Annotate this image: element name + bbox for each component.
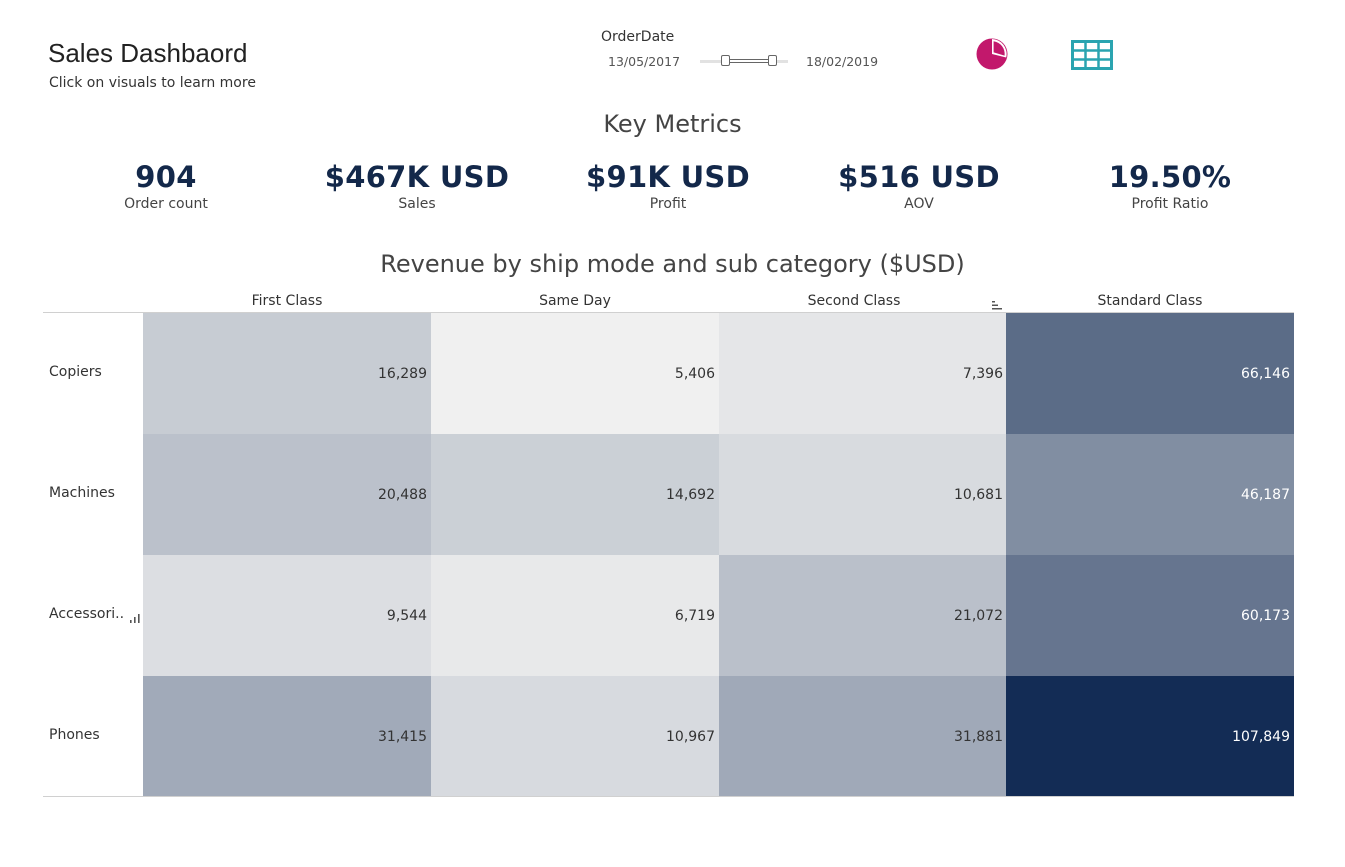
table-icon (1071, 40, 1113, 70)
order-date-end-handle[interactable] (768, 55, 777, 66)
key-metrics-title: Key Metrics (603, 110, 742, 138)
column-header-standard-class[interactable]: Standard Class (1097, 293, 1203, 309)
dashboard-subtitle: Click on visuals to learn more (49, 75, 256, 91)
metric-value: $516 USD (838, 160, 1000, 194)
order-date-label: OrderDate (601, 29, 675, 45)
row-label-copiers[interactable]: Copiers (49, 364, 102, 380)
metric-value: $91K USD (585, 160, 750, 194)
dashboard-title: Sales Dashbaord (48, 38, 248, 68)
column-header-second-class[interactable]: Second Class (807, 293, 901, 309)
heatmap-cell[interactable]: 14,692 (431, 434, 719, 555)
order-date-slider-range[interactable] (726, 59, 772, 63)
pie-chart-icon (976, 38, 1008, 70)
heatmap-cell[interactable]: 10,681 (719, 434, 1007, 555)
metric-order-count[interactable]: 904 Order count (41, 160, 291, 212)
metric-aov[interactable]: $516 USD AOV (794, 160, 1044, 212)
row-label-accessories[interactable]: Accessori.. (49, 606, 125, 622)
metric-label: Order count (124, 196, 208, 212)
metric-value: 904 (135, 160, 197, 194)
heatmap-cell[interactable]: 66,146 (1006, 313, 1294, 434)
heatmap-cell[interactable]: 31,881 (719, 676, 1007, 797)
row-label-machines[interactable]: Machines (49, 485, 115, 501)
order-date-end: 18/02/2019 (806, 54, 879, 69)
heatmap-cell[interactable]: 5,406 (431, 313, 719, 434)
heatmap-cell[interactable]: 21,072 (719, 555, 1007, 676)
header-divider (43, 312, 1294, 313)
sort-icon[interactable] (991, 296, 1003, 310)
heatmap-cell[interactable]: 107,849 (1006, 676, 1294, 797)
heatmap-title: Revenue by ship mode and sub category ($… (380, 250, 965, 278)
table-bottom-border (43, 796, 1294, 797)
pie-chart-view-button[interactable] (975, 37, 1009, 71)
heatmap-cell[interactable]: 20,488 (143, 434, 431, 555)
heatmap-cell[interactable]: 60,173 (1006, 555, 1294, 676)
metric-value: $467K USD (324, 160, 510, 194)
metric-label: Sales (398, 196, 436, 212)
order-date-start-handle[interactable] (721, 55, 730, 66)
heatmap-cell[interactable]: 46,187 (1006, 434, 1294, 555)
order-date-start: 13/05/2017 (608, 54, 681, 69)
column-header-same-day[interactable]: Same Day (539, 293, 611, 309)
heatmap-cell[interactable]: 31,415 (143, 676, 431, 797)
heatmap-cell[interactable]: 6,719 (431, 555, 719, 676)
metric-label: AOV (904, 196, 934, 212)
heatmap-cell[interactable]: 9,544 (143, 555, 431, 676)
column-header-first-class[interactable]: First Class (251, 293, 323, 309)
metric-profit[interactable]: $91K USD Profit (543, 160, 793, 212)
heatmap-cell[interactable]: 7,396 (719, 313, 1007, 434)
metric-label: Profit (649, 196, 687, 212)
heatmap-cell[interactable]: 16,289 (143, 313, 431, 434)
row-label-phones[interactable]: Phones (49, 727, 100, 743)
metric-sales[interactable]: $467K USD Sales (292, 160, 542, 212)
metric-profit-ratio[interactable]: 19.50% Profit Ratio (1045, 160, 1295, 212)
metric-value: 19.50% (1108, 160, 1232, 194)
bar-chart-icon[interactable] (129, 609, 141, 623)
heatmap-cell[interactable]: 10,967 (431, 676, 719, 797)
table-view-button[interactable] (1071, 40, 1113, 70)
metric-label: Profit Ratio (1131, 196, 1209, 212)
